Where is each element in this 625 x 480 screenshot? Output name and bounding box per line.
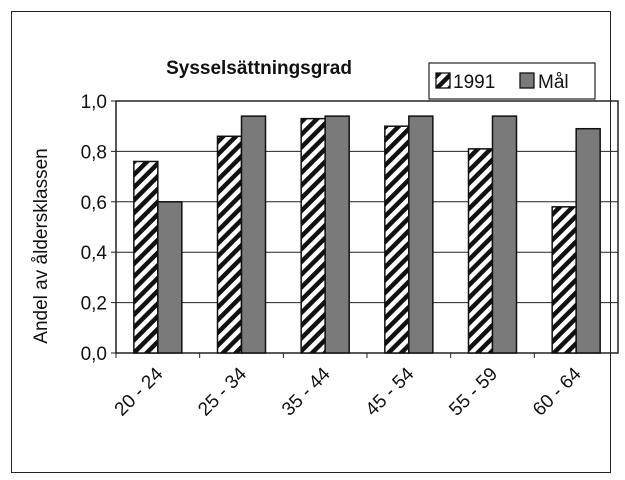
- legend-swatch-mal: [519, 72, 535, 89]
- x-tick-label: 60 - 64: [529, 363, 586, 420]
- bar-1991: [216, 135, 243, 354]
- legend-label-1991: 1991: [453, 72, 495, 93]
- legend-label-mal: Mål: [538, 72, 569, 93]
- bar-mal: [240, 115, 267, 354]
- bars: [133, 115, 601, 354]
- y-axis-ticks: 0,0 0,2 0,4 0,6 0,8 1,0: [81, 92, 116, 365]
- y-tick-label: 1,0: [81, 92, 107, 113]
- bar-1991: [300, 117, 326, 354]
- legend-swatch-1991: [435, 72, 451, 89]
- x-tick-label: 55 - 59: [445, 364, 502, 421]
- bar-1991: [551, 206, 577, 354]
- x-tick-label: 45 - 54: [362, 363, 419, 420]
- bar-1991: [467, 148, 494, 354]
- y-tick-label: 0,8: [81, 142, 107, 163]
- chart-title: Sysselsättningsgrad: [166, 58, 352, 79]
- bar-1991: [133, 160, 159, 354]
- bar-mal: [324, 115, 350, 354]
- bar-mal: [575, 127, 601, 354]
- y-tick-label: 0,6: [81, 193, 107, 214]
- x-tick-label: 20 - 24: [111, 363, 168, 420]
- x-tick-label: 35 - 44: [278, 363, 335, 420]
- y-tick-label: 0,0: [81, 344, 107, 365]
- bar-mal: [408, 115, 434, 354]
- x-axis-ticks: 20 - 24 25 - 34 35 - 44 45 - 54 55 - 59 60 - …: [111, 353, 586, 420]
- legend: 1991 Mål: [428, 62, 596, 100]
- plot-area: [115, 100, 619, 354]
- bar-mal: [491, 115, 518, 354]
- bar-mal: [157, 201, 183, 354]
- gridlines: [116, 150, 618, 304]
- legend-box: [428, 62, 596, 100]
- y-tick-label: 0,4: [81, 243, 108, 264]
- bar-1991: [384, 125, 410, 354]
- x-tick-label: 25 - 34: [194, 363, 251, 420]
- y-tick-label: 0,2: [81, 294, 107, 315]
- y-axis-label: Andel av åldersklassen: [31, 148, 52, 343]
